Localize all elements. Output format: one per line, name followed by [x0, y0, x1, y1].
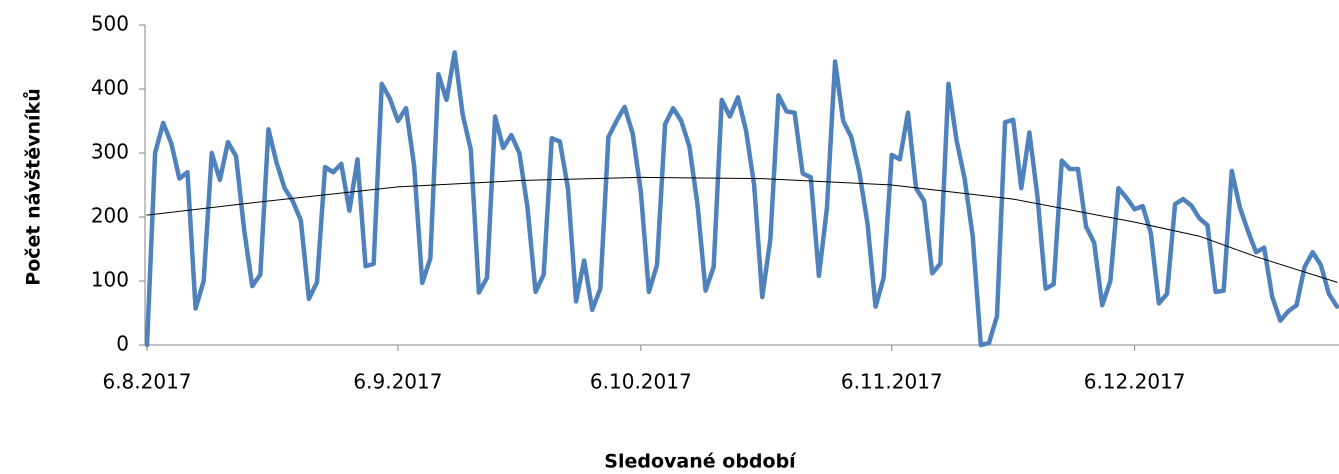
y-tick-label: 300: [91, 140, 129, 164]
y-tick-label: 0: [116, 332, 129, 356]
x-tick-label: 6.8.2017: [102, 370, 191, 394]
y-tick-label: 500: [91, 12, 129, 36]
y-tick-label: 400: [91, 76, 129, 100]
x-tick-label: 6.9.2017: [353, 370, 442, 394]
trend-line: [146, 176, 1338, 283]
x-tick-label: 6.12.2017: [1084, 370, 1186, 394]
data-line: [144, 50, 1339, 348]
x-tick-label: 6.10.2017: [590, 370, 692, 394]
y-tick-label: 200: [91, 204, 129, 228]
y-axis-title: Počet návštěvníků: [22, 88, 45, 285]
x-tick-label: 6.11.2017: [841, 370, 943, 394]
y-tick-label: 100: [91, 268, 129, 292]
x-axis-title: Sledované období: [604, 451, 797, 473]
